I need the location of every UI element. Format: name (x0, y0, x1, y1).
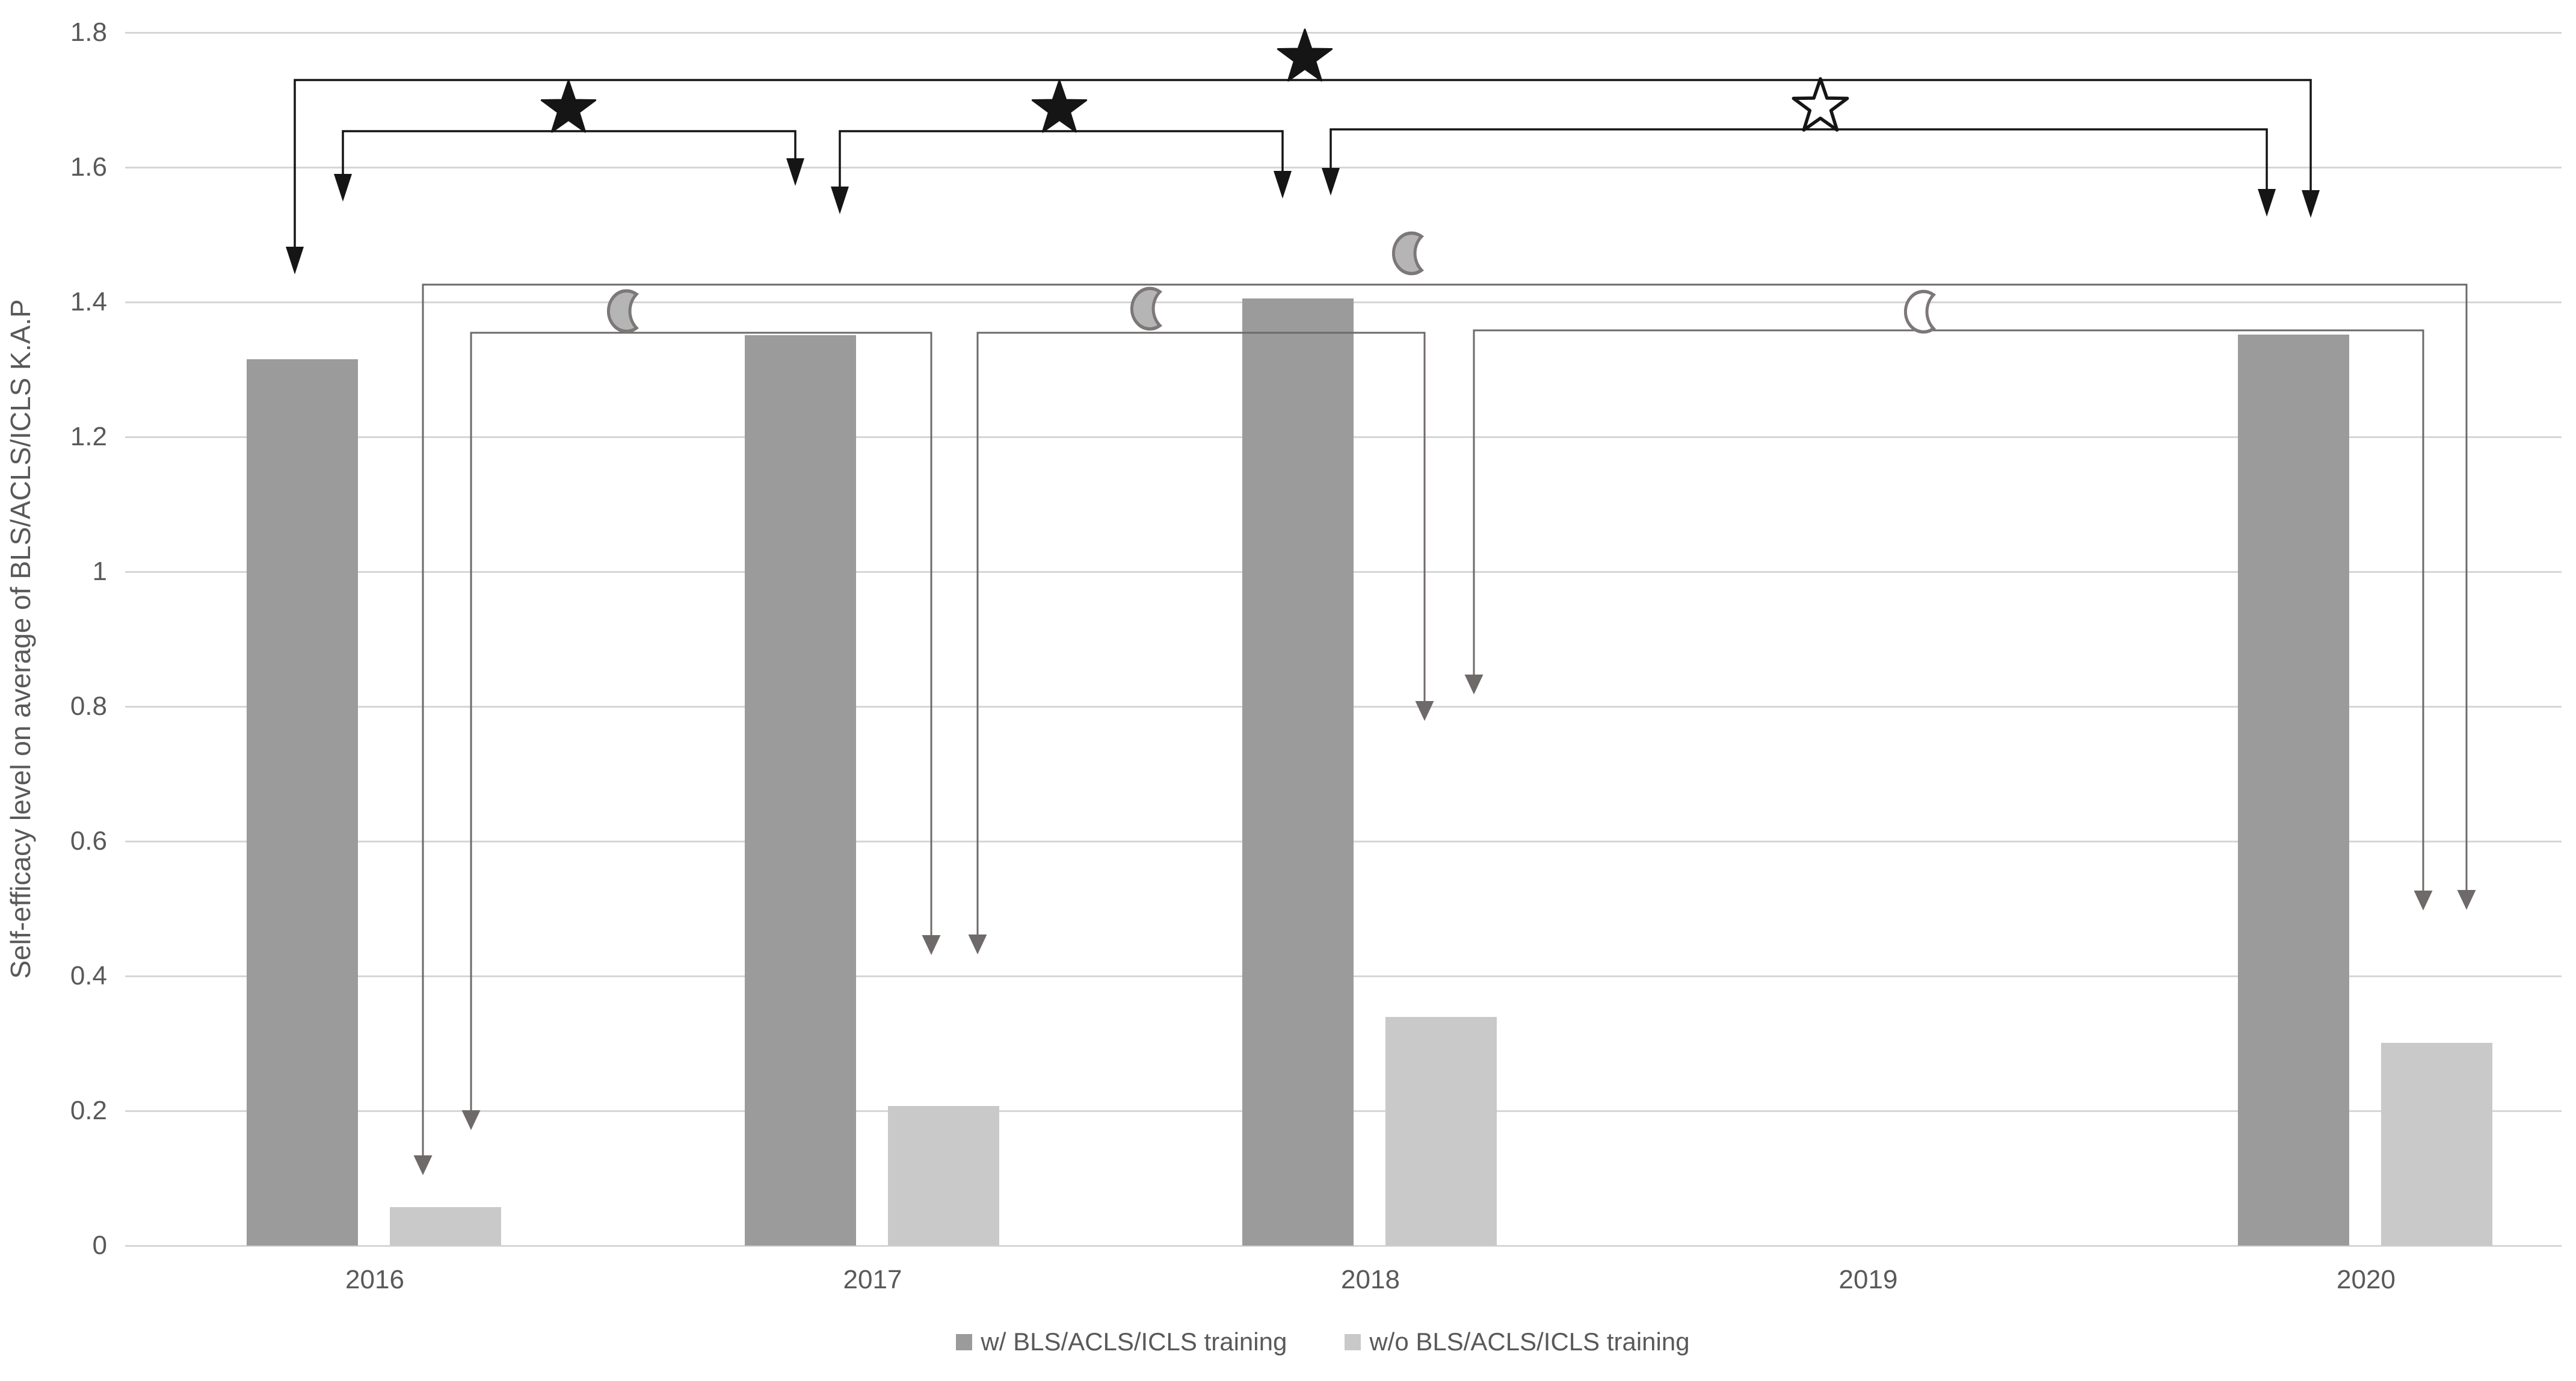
legend-label-without-training: w/o BLS/ACLS/ICLS training (1369, 1327, 1690, 1356)
legend: w/ BLS/ACLS/ICLS training w/o BLS/ACLS/I… (35, 1327, 2576, 1356)
arrow-down-icon (786, 158, 804, 186)
arrow-down-icon (1415, 701, 1434, 721)
sig-2018-2020-without-bracket (1473, 329, 2424, 893)
x-tick-label-2019: 2019 (1838, 1265, 1898, 1294)
arrow-down-icon (2302, 190, 2320, 218)
star-filled-icon (540, 79, 597, 133)
y-tick-label: 0.6 (70, 826, 107, 856)
bar-2020-with-training (2238, 334, 2349, 1246)
x-tick-label-2020: 2020 (2337, 1265, 2396, 1294)
y-tick-label: 0.4 (70, 961, 107, 990)
arrow-down-icon (2414, 891, 2433, 910)
bar-2020-without-training (2381, 1042, 2492, 1246)
legend-swatch-with-training-icon (956, 1333, 973, 1350)
arrow-down-icon (1322, 168, 1340, 196)
bar-2016-with-training (247, 359, 358, 1246)
sig-2017-2018-without-bracket (976, 332, 1426, 937)
arrow-down-icon (2457, 890, 2476, 910)
bar-2018-without-training (1385, 1017, 1497, 1246)
bar-2017-without-training (887, 1106, 999, 1246)
y-tick-label: 0.8 (70, 691, 107, 721)
legend-item-without-training: w/o BLS/ACLS/ICLS training (1345, 1327, 1690, 1356)
y-tick-label: 0.2 (70, 1096, 107, 1125)
y-tick-label: 0 (92, 1231, 107, 1260)
moon-filled-icon (1130, 286, 1163, 331)
arrow-down-icon (286, 247, 304, 274)
arrow-down-icon (413, 1155, 433, 1175)
arrow-down-icon (1274, 171, 1292, 199)
moon-filled-icon (606, 289, 639, 333)
sig-2016-2020-with-bracket (294, 79, 2312, 249)
sig-2016-2020-without-bracket (422, 283, 2468, 1158)
gridline (125, 166, 2562, 168)
x-tick-label-2017: 2017 (843, 1265, 902, 1294)
legend-item-with-training: w/ BLS/ACLS/ICLS training (956, 1327, 1287, 1356)
y-tick-label: 1.8 (70, 17, 107, 47)
x-tick-label-2016: 2016 (345, 1265, 404, 1294)
star-filled-icon (1277, 28, 1333, 82)
moon-open-icon (1903, 289, 1937, 334)
bar-2016-without-training (390, 1207, 501, 1246)
sig-2016-2017-without-bracket (470, 332, 932, 1113)
bar-2018-with-training (1242, 298, 1354, 1246)
x-tick-label-2018: 2018 (1341, 1265, 1400, 1294)
bar-2017-with-training (744, 335, 856, 1246)
arrow-down-icon (831, 187, 849, 214)
legend-label-with-training: w/ BLS/ACLS/ICLS training (981, 1327, 1287, 1356)
y-tick-label: 1.2 (70, 422, 107, 451)
sig-2016-2017-with-bracket (342, 130, 797, 176)
sig-2018-2020-with-bracket (1330, 128, 2268, 191)
y-tick-label: 1 (92, 557, 107, 586)
arrow-down-icon (334, 174, 352, 202)
moon-filled-icon (1391, 231, 1425, 276)
arrow-down-icon (2258, 189, 2276, 217)
legend-swatch-without-training-icon (1345, 1333, 1361, 1350)
sig-2017-2018-with-bracket (839, 130, 1284, 189)
y-tick-label: 1.6 (70, 152, 107, 182)
arrow-down-icon (461, 1110, 481, 1130)
star-filled-icon (1031, 79, 1088, 133)
y-tick-label: 1.4 (70, 287, 107, 317)
star-open-icon (1792, 77, 1849, 132)
arrow-down-icon (922, 935, 941, 955)
arrow-down-icon (1464, 675, 1484, 694)
arrow-down-icon (968, 935, 987, 954)
gridline (125, 1244, 2562, 1247)
gridline (125, 31, 2562, 34)
